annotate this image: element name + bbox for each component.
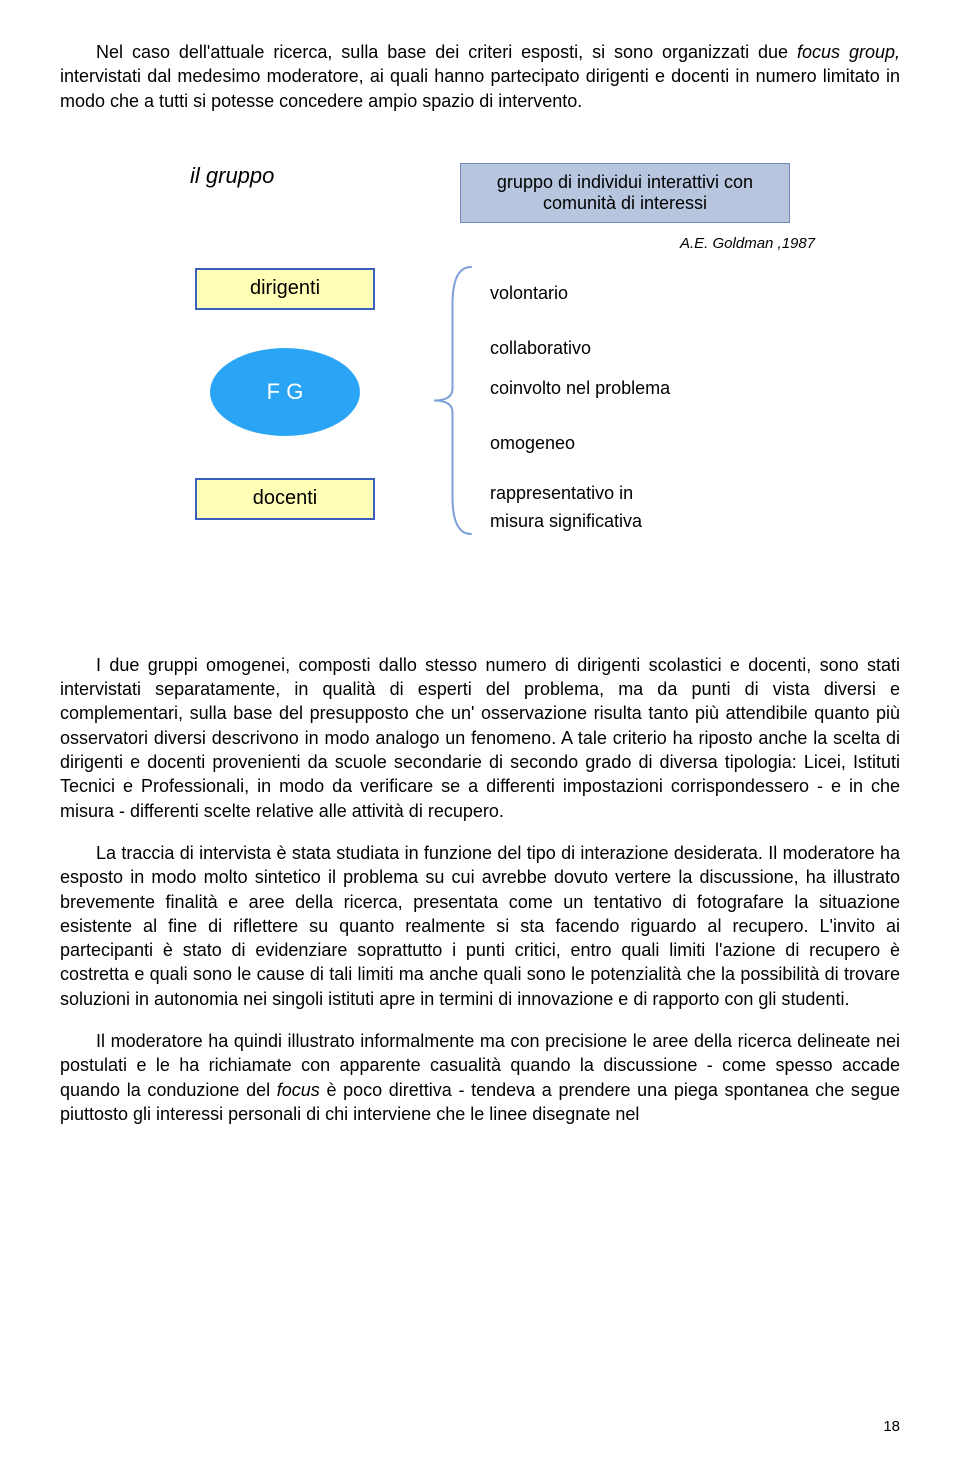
p4-text-b: focus <box>277 1080 320 1100</box>
paragraph-1: Nel caso dell'attuale ricerca, sulla bas… <box>60 40 900 113</box>
brace-icon <box>430 263 475 538</box>
box-dirigenti: dirigenti <box>195 268 375 310</box>
diagram-container: il gruppo gruppo di individui interattiv… <box>60 163 900 603</box>
p2-text: I due gruppi omogenei, composti dallo st… <box>60 655 900 821</box>
p3-text: La traccia di intervista è stata studiat… <box>60 843 900 1009</box>
ellipse-fg: F G <box>210 348 360 436</box>
ellipse-label: F G <box>267 379 304 405</box>
attribute-item: misura significativa <box>490 511 642 532</box>
attribute-item: rappresentativo in <box>490 483 633 504</box>
box-docenti-label: docenti <box>253 487 318 510</box>
box-docenti: docenti <box>195 478 375 520</box>
definition-box: gruppo di individui interattivi con comu… <box>460 163 790 223</box>
citation-text: A.E. Goldman ,1987 <box>680 235 815 252</box>
box-dirigenti-label: dirigenti <box>250 277 320 300</box>
paragraph-4: Il moderatore ha quindi illustrato infor… <box>60 1029 900 1126</box>
definition-line2: comunità di interessi <box>543 193 707 214</box>
paragraph-2: I due gruppi omogenei, composti dallo st… <box>60 653 900 823</box>
attribute-item: collaborativo <box>490 338 591 359</box>
definition-line1: gruppo di individui interattivi con <box>497 172 753 193</box>
diagram-title: il gruppo <box>190 163 274 189</box>
page-number: 18 <box>883 1418 900 1435</box>
attribute-item: omogeneo <box>490 433 575 454</box>
p1-text-a: Nel caso dell'attuale ricerca, sulla bas… <box>96 42 797 62</box>
attribute-item: volontario <box>490 283 568 304</box>
attribute-item: coinvolto nel problema <box>490 378 670 399</box>
paragraph-3: La traccia di intervista è stata studiat… <box>60 841 900 1011</box>
p1-text-c: intervistati dal medesimo moderatore, ai… <box>60 66 900 110</box>
p1-text-b: focus group, <box>797 42 900 62</box>
